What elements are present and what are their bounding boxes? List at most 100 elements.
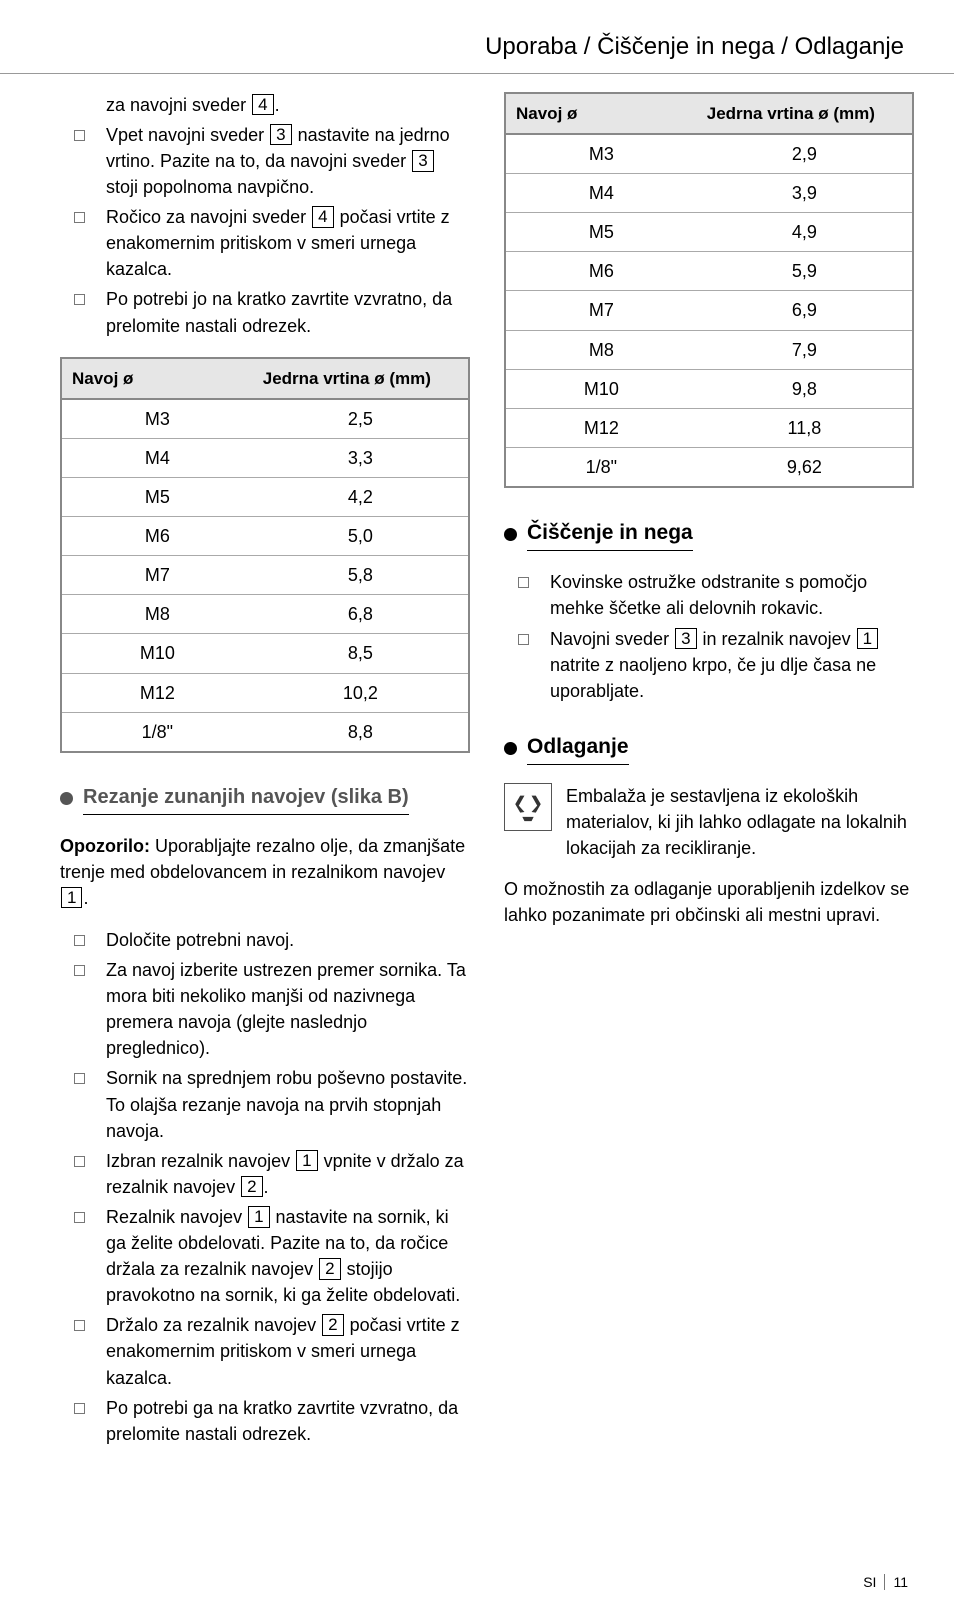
bullet-icon xyxy=(504,742,517,755)
table-row: M108,5 xyxy=(61,634,469,673)
ref-3: 3 xyxy=(412,150,433,172)
col-header-core: Jedrna vrtina ø (mm) xyxy=(697,93,913,134)
table-cell: 3,3 xyxy=(253,438,469,477)
table-cell: 10,2 xyxy=(253,673,469,712)
table-cell: M5 xyxy=(61,478,253,517)
footer-page: 11 xyxy=(893,1572,908,1592)
ref-1: 1 xyxy=(248,1206,269,1228)
ref-4: 4 xyxy=(252,94,273,116)
section-cleaning: Čiščenje in nega xyxy=(504,518,914,551)
ref-2: 2 xyxy=(322,1314,343,1336)
table-cell: 5,8 xyxy=(253,556,469,595)
intro-line: za navojni sveder 4. xyxy=(106,92,470,118)
table-row: M1211,8 xyxy=(505,408,913,447)
table-cell: M12 xyxy=(61,673,253,712)
table-cell: M4 xyxy=(505,174,697,213)
table-cell: M12 xyxy=(505,408,697,447)
table-row: M32,5 xyxy=(61,399,469,439)
table-row: M54,2 xyxy=(61,478,469,517)
table-cell: 2,5 xyxy=(253,399,469,439)
table-row: M65,0 xyxy=(61,517,469,556)
list-item: Po potrebi ga na kratko zavrtite vzvratn… xyxy=(74,1395,470,1447)
table-cell: M7 xyxy=(505,291,697,330)
bullet-icon xyxy=(504,528,517,541)
table-row: M43,3 xyxy=(61,438,469,477)
ref-3: 3 xyxy=(675,628,696,650)
table-cell: 5,9 xyxy=(697,252,913,291)
ref-1: 1 xyxy=(61,887,82,909)
list-item: Določite potrebni navoj. xyxy=(74,927,470,953)
table-cell: M3 xyxy=(505,134,697,174)
table-cell: M7 xyxy=(61,556,253,595)
ref-1: 1 xyxy=(296,1150,317,1172)
table-cell: 1/8" xyxy=(505,447,697,487)
table-cell: M8 xyxy=(505,330,697,369)
list-item: Kovinske ostružke odstranite s pomočjo m… xyxy=(518,569,914,621)
footer-lang: SI xyxy=(863,1572,876,1592)
ref-2: 2 xyxy=(241,1176,262,1198)
table-cell: M6 xyxy=(505,252,697,291)
table-thread-2: Navoj ø Jedrna vrtina ø (mm) M32,9M43,9M… xyxy=(504,92,914,488)
warning-label: Opozorilo: xyxy=(60,836,150,856)
list-item: Navojni sveder 3 in rezalnik navojev 1 n… xyxy=(518,626,914,704)
table-row: M75,8 xyxy=(61,556,469,595)
ref-1: 1 xyxy=(857,628,878,650)
table-row: M32,9 xyxy=(505,134,913,174)
table-cell: 1/8" xyxy=(61,712,253,752)
disposal-icon-block: Embalaža je sestavljena iz ekoloških mat… xyxy=(504,783,914,861)
table-cell: M5 xyxy=(505,213,697,252)
list-item: Sornik na sprednjem robu poševno postavi… xyxy=(74,1065,470,1143)
list-usage-2: Določite potrebni navoj. Za navoj izberit… xyxy=(74,927,470,1447)
page-header: Uporaba / Čiščenje in nega / Odlaganje xyxy=(0,0,954,74)
table-row: M43,9 xyxy=(505,174,913,213)
section-title-disposal: Odlaganje xyxy=(527,732,629,765)
table-cell: 11,8 xyxy=(697,408,913,447)
table-cell: M6 xyxy=(61,517,253,556)
ref-4: 4 xyxy=(312,206,333,228)
col-header-thread: Navoj ø xyxy=(505,93,697,134)
table-cell: 2,9 xyxy=(697,134,913,174)
col-header-core: Jedrna vrtina ø (mm) xyxy=(253,358,469,399)
header-text: Uporaba / Čiščenje in nega / Odlaganje xyxy=(485,33,904,60)
table-cell: 4,2 xyxy=(253,478,469,517)
ref-3: 3 xyxy=(270,124,291,146)
table-row: 1/8"8,8 xyxy=(61,712,469,752)
table-cell: M10 xyxy=(61,634,253,673)
list-item: Rezalnik navojev 1 nastavite na sornik, … xyxy=(74,1204,470,1308)
list-item: Za navoj izberite ustrezen premer sornik… xyxy=(74,957,470,1061)
bullet-icon xyxy=(60,792,73,805)
list-cleaning: Kovinske ostružke odstranite s pomočjo m… xyxy=(518,569,914,703)
list-item: Vpet navojni sveder 3 nastavite na jedrn… xyxy=(74,122,470,200)
disposal-text-1: Embalaža je sestavljena iz ekoloških mat… xyxy=(566,783,914,861)
table-cell: 7,9 xyxy=(697,330,913,369)
table-row: M86,8 xyxy=(61,595,469,634)
list-usage-1: Vpet navojni sveder 3 nastavite na jedrn… xyxy=(74,122,470,339)
table-cell: 8,5 xyxy=(253,634,469,673)
table-cell: M8 xyxy=(61,595,253,634)
list-item: Držalo za rezalnik navojev 2 počasi vrti… xyxy=(74,1312,470,1390)
table-cell: 5,0 xyxy=(253,517,469,556)
table-row: M1210,2 xyxy=(61,673,469,712)
page-footer: SI 11 xyxy=(863,1572,908,1592)
ref-2: 2 xyxy=(319,1258,340,1280)
table-cell: M3 xyxy=(61,399,253,439)
table-cell: 9,62 xyxy=(697,447,913,487)
table-row: M54,9 xyxy=(505,213,913,252)
section-title-b: Rezanje zunanjih navojev (slika B) xyxy=(83,783,409,815)
table-row: M109,8 xyxy=(505,369,913,408)
column-right: Navoj ø Jedrna vrtina ø (mm) M32,9M43,9M… xyxy=(504,92,914,1459)
table-cell: M4 xyxy=(61,438,253,477)
table-row: M87,9 xyxy=(505,330,913,369)
list-item: Ročico za navojni sveder 4 počasi vrtite… xyxy=(74,204,470,282)
table-cell: 6,9 xyxy=(697,291,913,330)
table-row: 1/8"9,62 xyxy=(505,447,913,487)
list-item: Izbran rezalnik navojev 1 vpnite v držal… xyxy=(74,1148,470,1200)
col-header-thread: Navoj ø xyxy=(61,358,253,399)
table-cell: 4,9 xyxy=(697,213,913,252)
table-cell: 8,8 xyxy=(253,712,469,752)
footer-separator xyxy=(884,1574,885,1590)
disposal-text-2: O možnostih za odlaganje uporabljenih iz… xyxy=(504,876,914,928)
section-cutting-external: Rezanje zunanjih navojev (slika B) xyxy=(60,783,470,815)
table-row: M65,9 xyxy=(505,252,913,291)
warning-paragraph: Opozorilo: Uporabljajte rezalno olje, da… xyxy=(60,833,470,911)
